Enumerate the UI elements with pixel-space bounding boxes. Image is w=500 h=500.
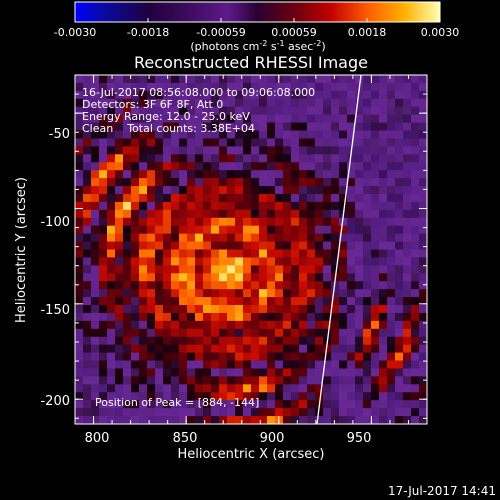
x-tick-labels: 800 850 900 950 — [85, 431, 372, 446]
colorbar-tick-label: 0.00059 — [271, 26, 317, 39]
image-pixels — [75, 75, 427, 424]
y-tick-label: -50 — [49, 127, 70, 142]
colorbar-gradient — [74, 1, 441, 23]
x-tick-label: 950 — [347, 431, 372, 446]
colorbar-tick-label: 0.0030 — [421, 26, 460, 39]
y-tick-label: -150 — [40, 303, 70, 318]
info-clean-counts: Clean Total counts: 3.38E+04 — [82, 122, 255, 135]
colorbar-unit: (photons cm-2 s-1 asec-2) — [190, 39, 325, 53]
footer-timestamp: 17-Jul-2017 14:41 — [388, 484, 496, 498]
image-plot — [74, 74, 428, 425]
x-tick-label: 800 — [85, 431, 110, 446]
colorbar-tick-label: -0.0030 — [54, 26, 96, 39]
axis-tick-marks — [75, 75, 427, 424]
y-tick-label: -100 — [40, 215, 70, 230]
info-time-range: 16-Jul-2017 08:56:08.000 to 09:06:08.000 — [82, 86, 315, 99]
info-detectors: Detectors: 3F 6F 8F, Att 0 — [82, 98, 223, 111]
image-title: Reconstructed RHESSI Image — [134, 53, 368, 72]
colorbar-tick-label: -0.00059 — [196, 26, 245, 39]
y-tick-label: -200 — [40, 394, 70, 409]
x-axis-label: Heliocentric X (arcsec) — [178, 447, 325, 462]
image-info: 16-Jul-2017 08:56:08.000 to 09:06:08.000… — [82, 86, 315, 409]
colorbar-tick-lines — [74, 18, 441, 22]
colorbar: -0.0030 -0.0018 -0.00059 0.00059 0.0018 … — [54, 1, 459, 53]
colorbar-tick-label: 0.0018 — [348, 26, 387, 39]
solar-limb-line — [316, 75, 362, 424]
peak-position-label: Position of Peak = [884, -144] — [95, 396, 259, 409]
y-axis-label: Heliocentric Y (arcsec) — [14, 177, 29, 323]
x-tick-label: 850 — [173, 431, 198, 446]
colorbar-tick-label: -0.0018 — [127, 26, 169, 39]
y-tick-labels: -50 -100 -150 -200 — [40, 127, 70, 409]
info-energy-range: Energy Range: 12.0 - 25.0 keV — [82, 110, 250, 123]
plot-frame — [74, 74, 428, 425]
colorbar-tick-labels: -0.0030 -0.0018 -0.00059 0.00059 0.0018 … — [54, 26, 459, 39]
x-tick-label: 900 — [260, 431, 285, 446]
